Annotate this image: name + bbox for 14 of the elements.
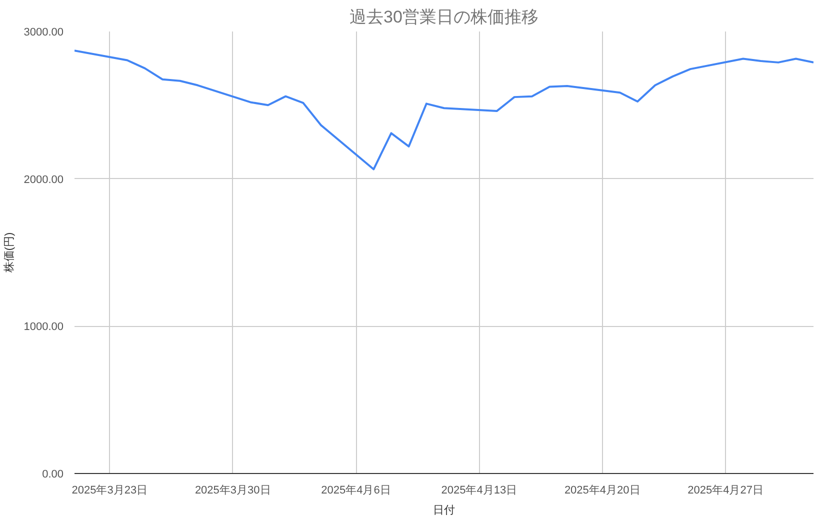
y-axis-title: 株価(円) xyxy=(2,232,16,274)
y-tick-label: 2000.00 xyxy=(24,174,64,186)
y-tick-label: 1000.00 xyxy=(24,321,64,334)
x-tick-label: 2025年4月13日 xyxy=(441,484,518,496)
x-tick-label: 2025年4月27日 xyxy=(688,484,764,496)
x-tick-label: 2025年3月23日 xyxy=(72,484,148,496)
x-tick-label: 2025年4月20日 xyxy=(564,484,640,496)
x-tick-label: 2025年4月6日 xyxy=(321,484,391,496)
line-series xyxy=(74,50,814,170)
y-tick-label: 0.00 xyxy=(42,468,64,480)
x-tick-label: 2025年3月30日 xyxy=(194,484,271,496)
x-axis-title: 日付 xyxy=(433,504,455,516)
y-tick-label: 3000.00 xyxy=(24,26,64,38)
chart-title: 過去30営業日の株価推移 xyxy=(350,8,538,26)
